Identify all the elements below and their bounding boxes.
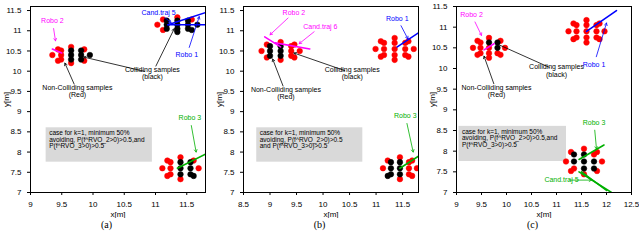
- svg-text:11.5: 11.5: [395, 200, 411, 209]
- svg-text:11: 11: [552, 200, 561, 209]
- svg-text:Robo 2: Robo 2: [460, 11, 483, 18]
- html-text:(b): (b): [313, 219, 326, 230]
- svg-text:9: 9: [17, 107, 22, 116]
- svg-text:10: 10: [13, 67, 22, 76]
- svg-text:11.5: 11.5: [574, 200, 590, 209]
- svg-text:7.5: 7.5: [436, 167, 448, 176]
- svg-text:Colliding samples(black): Colliding samples(black): [325, 66, 380, 81]
- svg-text:11.5: 11.5: [179, 200, 195, 209]
- svg-text:Robo 3: Robo 3: [394, 112, 417, 119]
- svg-text:Colliding samples(black): Colliding samples(black): [529, 63, 584, 78]
- svg-text:Cand.traj 5: Cand.traj 5: [544, 176, 578, 184]
- svg-text:8: 8: [230, 148, 235, 157]
- svg-text:Non-Colliding samples(Red): Non-Colliding samples(Red): [461, 84, 532, 99]
- svg-text:9.5: 9.5: [10, 87, 22, 96]
- svg-text:11: 11: [13, 26, 22, 35]
- svg-text:7: 7: [443, 188, 448, 197]
- svg-text:8.5: 8.5: [436, 126, 448, 135]
- svg-text:10.5: 10.5: [342, 200, 358, 209]
- svg-text:Non-Colliding samples(Red): Non-Colliding samples(Red): [251, 86, 322, 101]
- svg-text:7.5: 7.5: [10, 168, 22, 177]
- svg-text:Robo 1: Robo 1: [583, 61, 606, 68]
- svg-text:y[m]: y[m]: [215, 92, 224, 107]
- svg-text:8: 8: [443, 147, 448, 156]
- svg-text:Colliding samples(black): Colliding samples(black): [125, 66, 180, 81]
- svg-text:12.5: 12.5: [624, 200, 639, 209]
- svg-text:case for k=1, minimum 50%avoid: case for k=1, minimum 50%avoiding, P(f^R…: [260, 129, 343, 150]
- svg-text:9.5: 9.5: [223, 87, 235, 96]
- svg-text:Robo 1: Robo 1: [175, 51, 198, 58]
- svg-text:10: 10: [439, 64, 448, 73]
- svg-text:x[m]: x[m]: [323, 210, 338, 219]
- svg-text:9: 9: [443, 105, 448, 114]
- svg-text:y[m]: y[m]: [2, 92, 11, 107]
- svg-text:10: 10: [319, 200, 328, 209]
- svg-text:Non-Colliding samples(Red): Non-Colliding samples(Red): [42, 84, 113, 99]
- svg-text:11.5: 11.5: [7, 6, 23, 15]
- svg-text:9.5: 9.5: [56, 200, 68, 209]
- svg-text:10: 10: [89, 200, 98, 209]
- svg-text:Robo 3: Robo 3: [179, 114, 202, 121]
- svg-text:9.5: 9.5: [291, 200, 303, 209]
- svg-text:9: 9: [28, 200, 33, 209]
- svg-text:10.5: 10.5: [524, 200, 540, 209]
- svg-text:7: 7: [230, 188, 235, 197]
- svg-text:10.5: 10.5: [219, 47, 235, 56]
- html-text:(a): (a): [100, 219, 112, 230]
- svg-text:y[m]: y[m]: [428, 92, 437, 107]
- svg-text:11: 11: [226, 26, 235, 35]
- svg-text:9.5: 9.5: [476, 200, 488, 209]
- html-text:(c): (c): [526, 219, 538, 230]
- svg-text:10: 10: [226, 67, 235, 76]
- svg-text:9: 9: [454, 200, 459, 209]
- svg-text:x[m]: x[m]: [536, 210, 551, 219]
- svg-text:7: 7: [17, 188, 22, 197]
- svg-text:Robo 3: Robo 3: [583, 119, 606, 126]
- svg-text:8.5: 8.5: [223, 127, 235, 136]
- svg-text:case for k=1, minimum 50%avoid: case for k=1, minimum 50%avoiding, P(f^R…: [49, 129, 145, 150]
- svg-text:8.5: 8.5: [238, 200, 250, 209]
- svg-text:8: 8: [17, 148, 22, 157]
- svg-text:Cand.traj 5: Cand.traj 5: [142, 9, 176, 17]
- svg-text:7.5: 7.5: [223, 168, 235, 177]
- svg-text:Robo 2: Robo 2: [41, 17, 64, 24]
- svg-text:11: 11: [372, 200, 381, 209]
- svg-text:10.5: 10.5: [116, 200, 132, 209]
- svg-text:9: 9: [230, 107, 235, 116]
- svg-text:Cand.traj 6: Cand.traj 6: [303, 23, 337, 31]
- svg-text:10.5: 10.5: [6, 47, 22, 56]
- svg-text:11.5: 11.5: [220, 6, 236, 15]
- svg-text:11: 11: [439, 23, 448, 32]
- svg-text:x[m]: x[m]: [110, 210, 125, 219]
- svg-text:8.5: 8.5: [10, 127, 22, 136]
- svg-text:11.5: 11.5: [433, 2, 449, 11]
- svg-text:Robo 1: Robo 1: [386, 15, 409, 22]
- svg-text:9.5: 9.5: [436, 85, 448, 94]
- svg-text:12: 12: [602, 200, 611, 209]
- svg-text:9: 9: [268, 200, 273, 209]
- svg-text:11: 11: [151, 200, 160, 209]
- svg-text:10.5: 10.5: [432, 43, 448, 52]
- svg-text:case for k=1, minimum 50%avoid: case for k=1, minimum 50%avoiding, P(f^R…: [462, 128, 558, 149]
- svg-text:Robo 2: Robo 2: [283, 9, 306, 16]
- svg-text:10: 10: [502, 200, 511, 209]
